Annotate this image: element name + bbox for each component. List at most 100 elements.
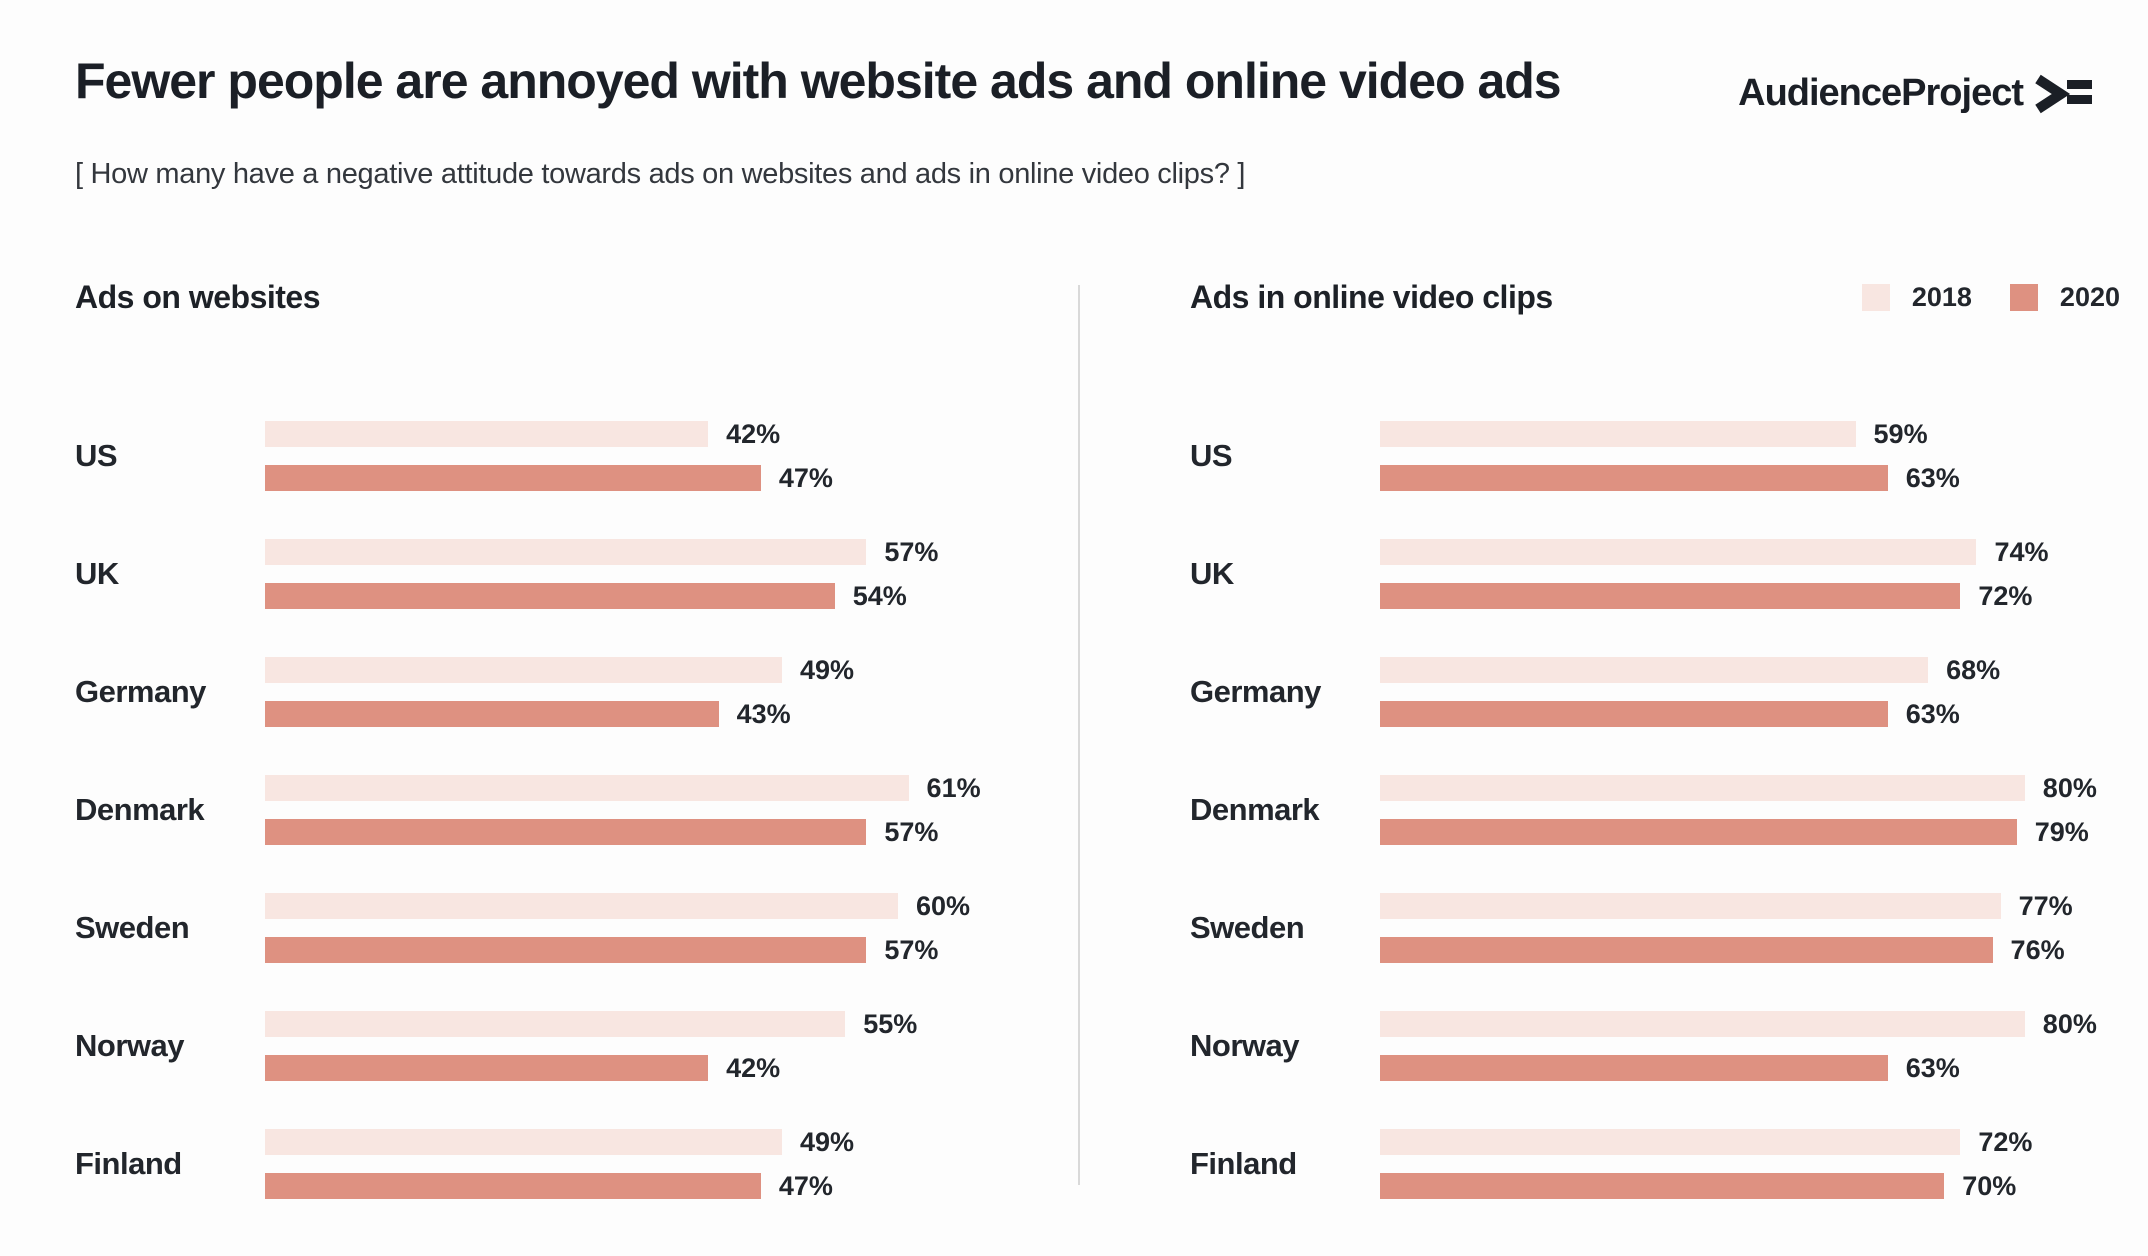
country-bars: 80% 63%	[1380, 1008, 2120, 1083]
bar-value-2018: 61%	[926, 772, 981, 803]
bar-value-2020: 42%	[726, 1052, 781, 1083]
bar-2020	[265, 1055, 709, 1081]
bar-line-2020: 63%	[1380, 699, 2120, 729]
country-row: UK 74% 72%	[1190, 515, 2120, 633]
bar-line-2018: 59%	[1380, 418, 2120, 449]
bar-line-2018: 80%	[1380, 772, 2120, 803]
country-bars: 60% 57%	[265, 891, 1025, 965]
country-row: Sweden 60% 57%	[75, 869, 1025, 987]
bar-value-2020: 57%	[884, 816, 939, 847]
legend-swatch-2018	[1861, 283, 1890, 311]
bar-line-2020: 72%	[1380, 581, 2120, 611]
country-bars: 74% 72%	[1380, 537, 2120, 611]
bar-line-2018: 74%	[1380, 537, 2120, 567]
bar-value-2018: 55%	[863, 1008, 918, 1039]
country-bars: 55% 42%	[265, 1008, 1025, 1083]
country-bars: 68% 63%	[1380, 654, 2120, 729]
bar-value-2018: 77%	[2018, 890, 2073, 921]
bar-value-2018: 49%	[799, 654, 854, 685]
bar-2018	[265, 1129, 782, 1155]
bar-2020	[265, 937, 867, 963]
country-label: Finland	[1190, 1146, 1297, 1181]
country-row: Germany 49% 43%	[75, 633, 1025, 751]
country-label: Germany	[1190, 674, 1321, 709]
bar-line-2020: 43%	[265, 698, 1025, 729]
bar-line-2018: 49%	[265, 1127, 1025, 1157]
bar-2020	[265, 583, 835, 609]
bar-2018	[1380, 1129, 1961, 1155]
legend-item-2020: 2020	[2009, 281, 2120, 313]
bar-value-2018: 59%	[1873, 418, 1928, 449]
country-label: Sweden	[75, 910, 190, 945]
country-label: UK	[75, 556, 119, 591]
bar-value-2020: 63%	[1905, 462, 1960, 493]
bar-line-2020: 79%	[1380, 816, 2120, 847]
bar-2020	[1380, 937, 1993, 963]
bar-value-2020: 43%	[736, 698, 791, 729]
country-label: Norway	[1190, 1028, 1299, 1063]
country-label: Sweden	[1190, 910, 1305, 945]
bar-line-2020: 70%	[1380, 1171, 2120, 1201]
bar-value-2020: 47%	[778, 1170, 833, 1201]
bar-value-2018: 68%	[1946, 654, 2001, 685]
country-label: Denmark	[75, 792, 205, 827]
bar-value-2018: 57%	[884, 536, 939, 567]
bar-2020	[1380, 1055, 1888, 1081]
brand-logo-text: AudienceProject	[1738, 72, 2024, 114]
country-row: Finland 72% 70%	[1190, 1105, 2120, 1223]
bar-value-2018: 80%	[2042, 772, 2097, 803]
country-label: Germany	[75, 674, 206, 709]
panel-divider	[1078, 285, 1080, 1185]
bar-2020	[265, 701, 719, 727]
country-row: Denmark 61% 57%	[75, 751, 1025, 869]
bar-line-2020: 63%	[1380, 1052, 2120, 1083]
bar-2018	[265, 657, 782, 683]
page-subtitle: [ How many have a negative attitude towa…	[75, 158, 1246, 190]
bar-value-2020: 63%	[1905, 1052, 1960, 1083]
bar-line-2018: 61%	[265, 772, 1025, 803]
bar-line-2018: 42%	[265, 418, 1025, 449]
country-row: Germany 68% 63%	[1190, 633, 2120, 751]
legend: 2018 2020	[1861, 281, 2120, 313]
bar-line-2018: 77%	[1380, 890, 2120, 921]
bar-2020	[265, 1173, 761, 1199]
chart-rows-video-clips: US 59% 63% UK 74% 72% Germany	[1190, 397, 2120, 1223]
chart-rows-websites: US 42% 47% UK 57% 54% Germany	[75, 397, 1025, 1223]
country-row: UK 57% 54%	[75, 515, 1025, 633]
bar-2020	[265, 819, 867, 845]
country-label: US	[75, 438, 118, 473]
bar-2018	[265, 1011, 846, 1037]
country-bars: 42% 47%	[265, 418, 1025, 493]
bar-value-2020: 79%	[2034, 816, 2089, 847]
country-label: UK	[1190, 556, 1234, 591]
bar-value-2018: 80%	[2042, 1008, 2097, 1039]
bar-line-2018: 80%	[1380, 1008, 2120, 1039]
bar-value-2020: 47%	[778, 462, 833, 493]
bar-2018	[1380, 421, 1856, 447]
bar-2018	[1380, 657, 1929, 683]
country-row: Denmark 80% 79%	[1190, 751, 2120, 869]
bar-value-2020: 57%	[884, 934, 939, 965]
country-label: US	[1190, 438, 1233, 473]
country-bars: 59% 63%	[1380, 418, 2120, 493]
bar-line-2020: 76%	[1380, 934, 2120, 965]
legend-label-2020: 2020	[2059, 281, 2120, 312]
country-row: Norway 80% 63%	[1190, 987, 2120, 1105]
bar-value-2018: 72%	[1978, 1126, 2033, 1157]
country-bars: 57% 54%	[265, 536, 1025, 611]
bar-2020	[265, 465, 761, 491]
bar-value-2018: 42%	[726, 418, 781, 449]
country-row: US 42% 47%	[75, 397, 1025, 515]
bar-2018	[265, 775, 909, 801]
panel-title-ads-on-websites: Ads on websites	[75, 278, 321, 315]
bar-value-2020: 76%	[2010, 934, 2065, 965]
bar-2020	[1380, 583, 1961, 609]
country-bars: 49% 47%	[265, 1127, 1025, 1201]
bar-line-2018: 49%	[265, 654, 1025, 685]
legend-label-2018: 2018	[1911, 281, 1972, 312]
country-label: Finland	[75, 1146, 182, 1181]
bar-2020	[1380, 1173, 1945, 1199]
country-bars: 61% 57%	[265, 772, 1025, 847]
country-bars: 72% 70%	[1380, 1126, 2120, 1201]
